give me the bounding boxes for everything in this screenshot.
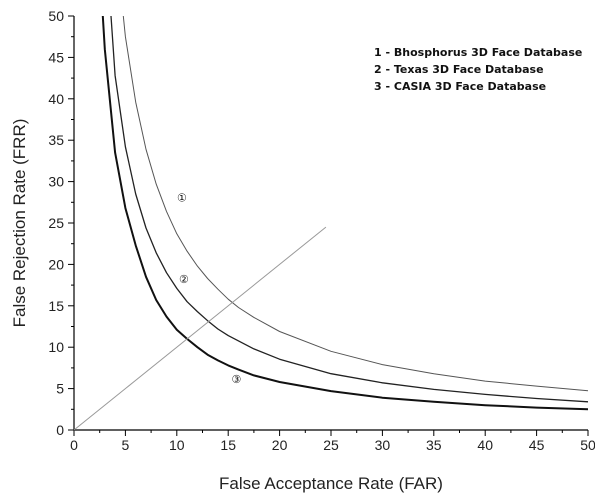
x-tick-label: 25 <box>323 437 339 453</box>
series-marker-2: ② <box>179 274 189 286</box>
series-markers: ① ② ③ <box>177 193 241 386</box>
y-tick-label: 50 <box>48 8 64 24</box>
eer-diagonal-line <box>74 227 326 430</box>
y-tick-label: 30 <box>48 174 64 190</box>
x-tick-label: 20 <box>272 437 288 453</box>
x-tick-label: 40 <box>477 437 493 453</box>
x-tick-label: 35 <box>426 437 442 453</box>
legend-entry-2: 2 - Texas 3D Face Database <box>374 63 544 76</box>
x-ticks: 0 5 10 15 20 25 30 35 40 45 50 <box>70 430 595 453</box>
y-tick-label: 35 <box>48 132 64 148</box>
y-tick-label: 5 <box>56 381 64 397</box>
y-axis-title: False Rejection Rate (FRR) <box>10 119 29 328</box>
x-tick-label: 50 <box>580 437 595 453</box>
y-tick-label: 45 <box>48 49 64 65</box>
legend-entry-3: 3 - CASIA 3D Face Database <box>374 80 546 93</box>
legend: 1 - Bhosphorus 3D Face Database 2 - Texa… <box>374 46 582 93</box>
y-tick-label: 10 <box>48 339 64 355</box>
x-tick-label: 0 <box>70 437 78 453</box>
y-tick-label: 0 <box>56 422 64 438</box>
x-tick-label: 45 <box>529 437 545 453</box>
legend-entry-1: 1 - Bhosphorus 3D Face Database <box>374 46 582 59</box>
x-tick-label: 5 <box>122 437 130 453</box>
y-ticks: 0 5 10 15 20 25 30 35 40 45 50 <box>48 8 74 438</box>
series-layer <box>74 16 588 430</box>
x-axis-title: False Acceptance Rate (FAR) <box>219 474 443 493</box>
series-marker-1: ① <box>177 193 187 205</box>
x-tick-label: 10 <box>169 437 185 453</box>
series-marker-3: ③ <box>231 374 241 386</box>
y-tick-label: 15 <box>48 298 64 314</box>
x-tick-label: 15 <box>220 437 236 453</box>
x-tick-label: 30 <box>375 437 391 453</box>
y-tick-label: 40 <box>48 91 64 107</box>
y-tick-label: 20 <box>48 256 64 272</box>
y-tick-label: 25 <box>48 215 64 231</box>
